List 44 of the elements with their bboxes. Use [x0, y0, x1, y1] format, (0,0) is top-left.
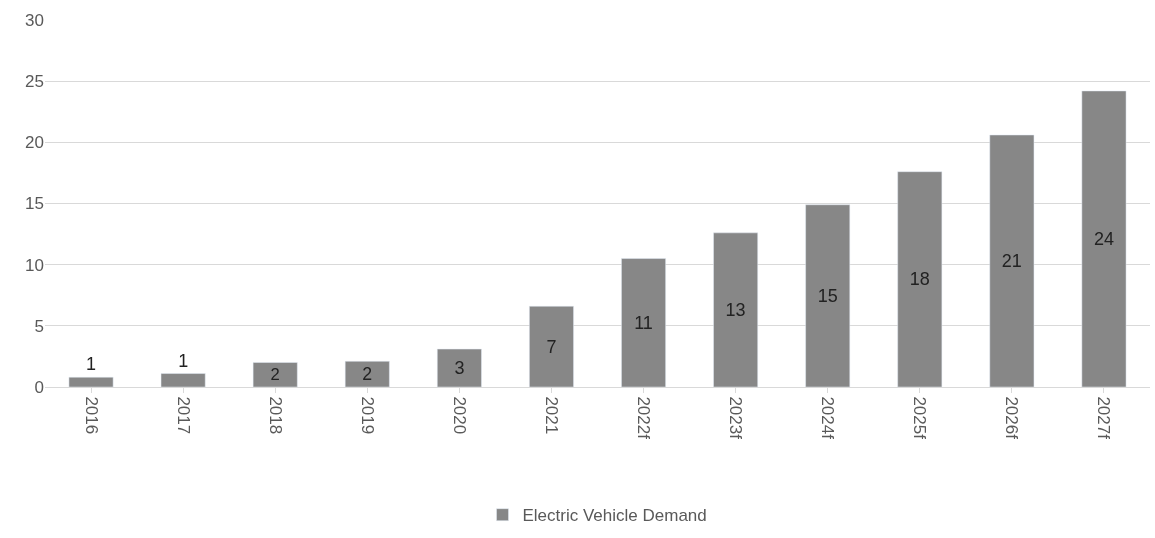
- data-label: 15: [817, 285, 838, 306]
- y-tick-label: 10: [25, 255, 44, 275]
- bar: [805, 204, 851, 387]
- x-tick-label: 2024f: [818, 396, 838, 440]
- data-label: 11: [634, 312, 653, 333]
- x-tick-label: 2018: [265, 396, 285, 435]
- bar: [160, 373, 206, 387]
- data-label: 2: [362, 364, 373, 385]
- bar: [621, 258, 666, 387]
- bar: [1081, 90, 1127, 387]
- bar: [713, 232, 758, 387]
- data-label: 13: [725, 299, 746, 320]
- x-tick-label: 2019: [357, 396, 377, 435]
- data-label: 2: [270, 365, 280, 385]
- bar: [68, 376, 114, 387]
- bar: [989, 134, 1035, 387]
- data-label: 21: [1001, 250, 1022, 271]
- bar: [437, 348, 482, 387]
- bar: [344, 361, 390, 387]
- data-label: 24: [1093, 228, 1114, 249]
- data-label: 7: [546, 336, 557, 357]
- y-tick-label: 20: [25, 133, 44, 153]
- y-tick-label: 25: [25, 72, 44, 92]
- legend-label: Electric Vehicle Demand: [522, 506, 707, 526]
- data-label: 1: [86, 354, 97, 375]
- data-label: 3: [454, 358, 465, 379]
- x-tick-label: 2025f: [910, 396, 930, 440]
- x-tick-label: 2022f: [634, 396, 654, 440]
- bar: [529, 306, 574, 387]
- data-label: 1: [178, 350, 189, 371]
- y-tick-label: 15: [25, 194, 44, 214]
- x-tick-label: 2021: [541, 396, 561, 435]
- x-tick-label: 2026f: [1002, 396, 1022, 440]
- x-tick-label: 2020: [449, 396, 469, 435]
- bar: [897, 171, 943, 387]
- y-tick-label: 5: [34, 316, 44, 336]
- x-tick-label: 2016: [81, 396, 101, 435]
- bar: [252, 362, 298, 387]
- y-tick-label: 30: [25, 10, 44, 30]
- y-tick-label: 0: [34, 377, 44, 397]
- data-label: 18: [909, 269, 930, 290]
- x-tick-label: 2017: [173, 396, 193, 435]
- x-tick-label: 2027f: [1094, 396, 1114, 440]
- x-tick-label: 2023f: [726, 396, 746, 440]
